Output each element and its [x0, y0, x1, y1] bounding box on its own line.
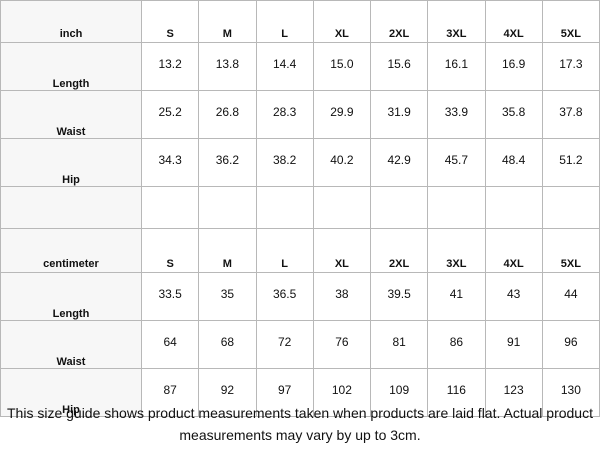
row-label: Length — [0, 272, 142, 321]
measurement: 123 — [484, 368, 543, 417]
empty-cell — [369, 186, 429, 229]
measurement: 92 — [198, 368, 257, 417]
measurement: 43 — [484, 272, 543, 321]
measurement: 48.4 — [484, 138, 543, 187]
measurement: 44 — [541, 272, 600, 321]
measurement: 76 — [312, 320, 372, 369]
measurement: 35 — [198, 272, 257, 321]
header-row: centimeter S M L XL 2XL 3XL 4XL 5XL — [0, 228, 600, 273]
size-label: M — [198, 228, 257, 273]
measurement: 16.9 — [484, 42, 543, 91]
data-row: Length 33.5 35 36.5 38 39.5 41 43 44 — [0, 272, 600, 321]
size-label: 2XL — [369, 0, 429, 43]
empty-cell — [0, 186, 142, 229]
measurement: 34.3 — [140, 138, 200, 187]
measurement: 15.6 — [369, 42, 429, 91]
measurement: 81 — [369, 320, 429, 369]
size-label: 5XL — [541, 228, 600, 273]
measurement: 16.1 — [427, 42, 486, 91]
measurement: 28.3 — [255, 90, 314, 139]
measurement: 38 — [312, 272, 372, 321]
empty-cell — [541, 186, 600, 229]
measurement: 17.3 — [541, 42, 600, 91]
measurement: 37.8 — [541, 90, 600, 139]
note: This size guide shows product measuremen… — [7, 405, 593, 443]
measurement: 72 — [255, 320, 314, 369]
measurement: 86 — [427, 320, 486, 369]
measurement: 130 — [541, 368, 600, 417]
size-table: inch S M L XL 2XL 3XL 4XL 5XL Length 13.2 13.8 14.4 1… — [0, 0, 600, 417]
size-label: 2XL — [369, 228, 429, 273]
measurement: 64 — [140, 320, 200, 369]
empty-cell — [140, 186, 200, 229]
measurement: 13.2 — [140, 42, 200, 91]
measurement: 40.2 — [312, 138, 372, 187]
empty-cell — [198, 186, 257, 229]
unit-label: inch — [0, 0, 142, 43]
row-label: Waist — [0, 90, 142, 139]
empty-cell — [427, 186, 486, 229]
measurement: 15.0 — [312, 42, 372, 91]
measurement: 91 — [484, 320, 543, 369]
row-label: Hip — [0, 368, 142, 417]
measurement: 51.2 — [541, 138, 600, 187]
measurement: 68 — [198, 320, 257, 369]
measurement: 42.9 — [369, 138, 429, 187]
empty-cell — [484, 186, 543, 229]
measurement: 35.8 — [484, 90, 543, 139]
measurement: 33.5 — [140, 272, 200, 321]
measurement: 36.2 — [198, 138, 257, 187]
measurement: 38.2 — [255, 138, 314, 187]
measurement: 39.5 — [369, 272, 429, 321]
size-label: 5XL — [541, 0, 600, 43]
measurement: 14.4 — [255, 42, 314, 91]
measurement: 36.5 — [255, 272, 314, 321]
empty-cell — [312, 186, 372, 229]
header-row: inch S M L XL 2XL 3XL 4XL 5XL — [0, 0, 600, 43]
size-label: L — [255, 0, 314, 43]
measurement: 31.9 — [369, 90, 429, 139]
size-label: 4XL — [484, 228, 543, 273]
unit-label: centimeter — [0, 228, 142, 273]
measurement: 97 — [255, 368, 314, 417]
data-row: Hip 34.3 36.2 38.2 40.2 42.9 45.7 48.4 51.2 — [0, 138, 600, 187]
row-label: Hip — [0, 138, 142, 187]
measurement: 13.8 — [198, 42, 257, 91]
row-label: Waist — [0, 320, 142, 369]
size-label: M — [198, 0, 257, 43]
measurement: 33.9 — [427, 90, 486, 139]
size-label: 4XL — [484, 0, 543, 43]
size-label: XL — [312, 228, 372, 273]
measurement: 25.2 — [140, 90, 200, 139]
empty-cell — [255, 186, 314, 229]
measurement: 109 — [369, 368, 429, 417]
measurement: 26.8 — [198, 90, 257, 139]
measurement: 102 — [312, 368, 372, 417]
size-label: 3XL — [427, 0, 486, 43]
measurement: 96 — [541, 320, 600, 369]
data-row: Waist 25.2 26.8 28.3 29.9 31.9 33.9 35.8 37.8 — [0, 90, 600, 139]
size-label: S — [140, 0, 200, 43]
data-row: Length 13.2 13.8 14.4 15.0 15.6 16.1 16.9 17.3 — [0, 42, 600, 91]
size-label: 3XL — [427, 228, 486, 273]
measurement: 45.7 — [427, 138, 486, 187]
row-label: Length — [0, 42, 142, 91]
spacer-row — [0, 186, 600, 229]
measurement: 29.9 — [312, 90, 372, 139]
size-label: S — [140, 228, 200, 273]
data-row: Waist 64 68 72 76 81 86 91 96 — [0, 320, 600, 369]
size-label: L — [255, 228, 314, 273]
size-label: XL — [312, 0, 372, 43]
data-row: Hip 87 92 97 102 109 116 123 130 — [0, 368, 600, 417]
measurement: 116 — [427, 368, 486, 417]
measurement: 41 — [427, 272, 486, 321]
